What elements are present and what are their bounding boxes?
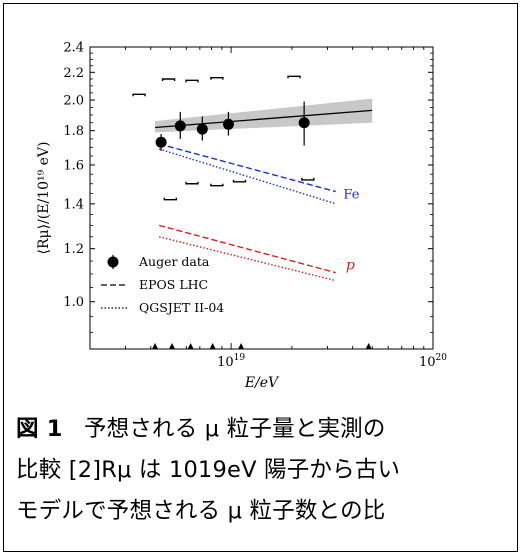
- model-curve-fe-dotted: [158, 148, 337, 205]
- bin-edge-marker: [238, 343, 245, 349]
- systematic-bracket-upper: [210, 76, 224, 80]
- model-curve-p-dotted: [158, 236, 336, 282]
- data-point: [174, 120, 186, 132]
- caption-line-3: モデルで予想される μ 粒子数との比: [16, 498, 386, 524]
- data-point: [196, 123, 208, 135]
- y-tick-label: 2.2: [63, 66, 84, 81]
- systematic-bracket-upper: [161, 78, 176, 82]
- bin-edge-marker: [152, 343, 159, 349]
- systematic-bracket-lower: [301, 177, 315, 181]
- model-curve-p-dashed: [158, 224, 336, 274]
- y-tick-label: 1.8: [63, 124, 84, 139]
- curve-label-p: p: [346, 257, 355, 273]
- x-tick-label: 1019: [217, 353, 245, 370]
- curve-label-fe: Fe: [343, 188, 359, 203]
- systematic-bracket-upper: [185, 79, 199, 83]
- y-tick-label: 1.2: [63, 242, 84, 257]
- muon-ratio-chart: 1.0 1.2 1.4 1.6 1.8 2.0 2.2 2.4 1019 1020 Auger d…: [36, 41, 447, 392]
- figure-caption: 図 1 予想される μ 粒子量と実測の 比較 [2]Rμ は 1019eV 陽子…: [16, 409, 511, 532]
- figure-frame: [3, 3, 518, 552]
- figure-label: 図 1: [16, 416, 63, 442]
- data-point: [298, 117, 310, 129]
- systematic-bracket-upper: [287, 75, 301, 79]
- systematic-bracket-lower: [185, 181, 199, 185]
- fit-uncertainty-band: [155, 98, 373, 133]
- systematic-bracket-lower: [232, 179, 247, 183]
- caption-line-2: 比較 [2]Rμ は 1019eV 陽子から古い: [16, 457, 401, 483]
- data-point: [155, 136, 167, 148]
- legend-label: EPOS LHC: [139, 277, 208, 292]
- y-axis-label: ⟨Rμ⟩/(E/10¹⁹ eV): [36, 141, 52, 254]
- caption-text-1: 予想される μ 粒子量と実測の: [83, 416, 386, 442]
- systematic-bracket-lower: [210, 183, 224, 187]
- y-tick-label: 1.0: [63, 295, 84, 310]
- legend-label: QGSJET II-04: [139, 300, 224, 315]
- plot-area-border: [89, 46, 434, 350]
- y-tick-label: 2.4: [63, 41, 84, 56]
- x-tick-label: 1020: [419, 353, 447, 370]
- caption-line-1: 図 1 予想される μ 粒子量と実測の: [16, 409, 511, 450]
- fit-line: [155, 109, 373, 129]
- legend-label: Auger data: [138, 254, 210, 269]
- systematic-bracket-upper: [132, 93, 146, 97]
- y-tick-label: 2.0: [63, 94, 84, 109]
- data-point: [222, 118, 234, 130]
- bin-edge-marker: [365, 343, 372, 349]
- y-tick-label: 1.4: [63, 197, 84, 212]
- bin-edge-marker: [187, 343, 194, 349]
- bin-edge-marker: [209, 343, 216, 349]
- x-axis-label: E/eV: [244, 375, 280, 391]
- y-tick-label: 1.6: [63, 158, 84, 173]
- systematic-bracket-lower: [163, 197, 178, 201]
- model-curve-fe-dashed: [158, 143, 336, 193]
